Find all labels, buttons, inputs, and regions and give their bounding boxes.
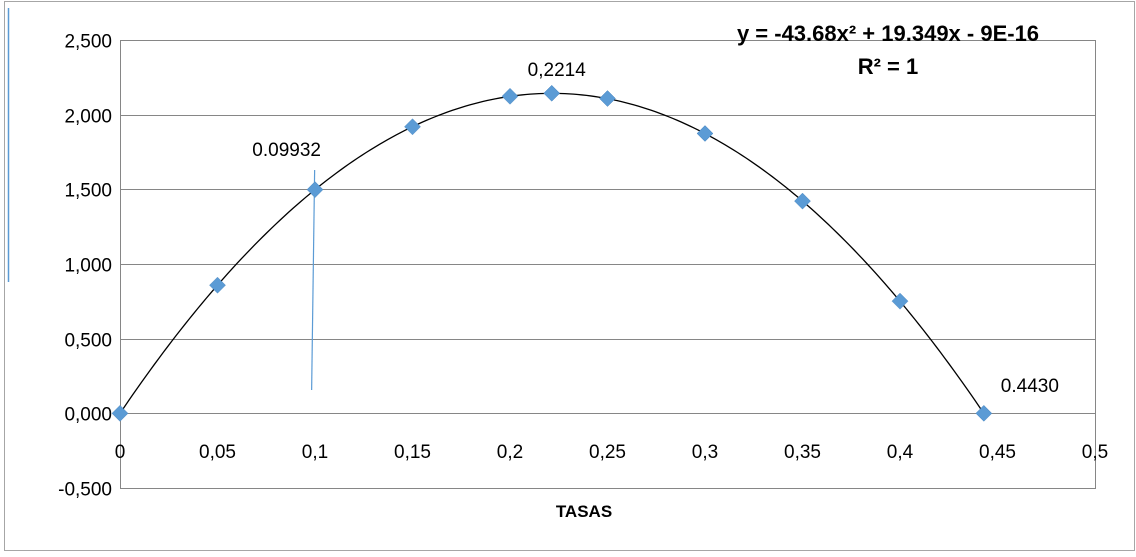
gridlines bbox=[120, 115, 1095, 340]
x-tick-label: 0,35 bbox=[784, 442, 821, 463]
y-tick-label: 0,500 bbox=[64, 331, 112, 352]
trendline bbox=[119, 92, 985, 414]
data-point bbox=[891, 292, 909, 310]
y-tick-label: 2,500 bbox=[64, 32, 112, 53]
y-tick-label: 0,000 bbox=[64, 405, 112, 426]
y-tick-label: -0,500 bbox=[58, 480, 112, 501]
data-point bbox=[794, 192, 811, 210]
y-tick-label: 1,500 bbox=[64, 181, 112, 202]
data-points bbox=[111, 84, 993, 422]
vertical-marker-line bbox=[311, 169, 316, 391]
x-tick-label: 0,4 bbox=[887, 442, 914, 463]
data-point bbox=[501, 87, 519, 105]
data-point bbox=[209, 276, 226, 294]
x-tick-label: 0,25 bbox=[589, 442, 626, 463]
annotation-label: 0.4430 bbox=[1001, 376, 1059, 397]
x-tick-label: 0,2 bbox=[497, 442, 523, 463]
data-point bbox=[543, 84, 561, 102]
annotation-label: 0.09932 bbox=[252, 140, 321, 161]
r-squared-label: R² = 1 bbox=[858, 54, 919, 79]
trendline-equation: y = -43.68x² + 19.349x - 9E-16 bbox=[737, 21, 1039, 46]
x-tick-label: 0,15 bbox=[394, 442, 431, 463]
x-tick-label: 0,5 bbox=[1082, 442, 1108, 463]
y-tick-label: 2,000 bbox=[64, 107, 112, 128]
data-point bbox=[111, 404, 129, 422]
vertical-marker bbox=[311, 169, 316, 391]
x-axis-label: TASAS bbox=[556, 502, 612, 521]
x-tick-label: 0 bbox=[115, 442, 126, 463]
data-point bbox=[696, 125, 714, 142]
annotations: 0.09932 0,2214 0.4430 bbox=[252, 60, 1059, 397]
x-tick-label: 0,45 bbox=[979, 442, 1016, 463]
chart-frame-border bbox=[4, 1, 1135, 551]
annotation-label: 0,2214 bbox=[528, 60, 587, 81]
y-tick-label: 1,000 bbox=[64, 256, 112, 277]
tick-labels: -0,500 0,000 0,500 1,000 1,500 2,000 2,500 0 0,0… bbox=[58, 32, 1108, 501]
data-point bbox=[306, 181, 324, 198]
data-point bbox=[599, 90, 616, 107]
data-point bbox=[404, 118, 421, 136]
x-tick-label: 0,1 bbox=[302, 442, 328, 463]
trendline-curve bbox=[119, 92, 985, 414]
x-tick-label: 0,3 bbox=[692, 442, 718, 463]
data-point bbox=[975, 404, 993, 422]
x-tick-label: 0,05 bbox=[199, 442, 236, 463]
